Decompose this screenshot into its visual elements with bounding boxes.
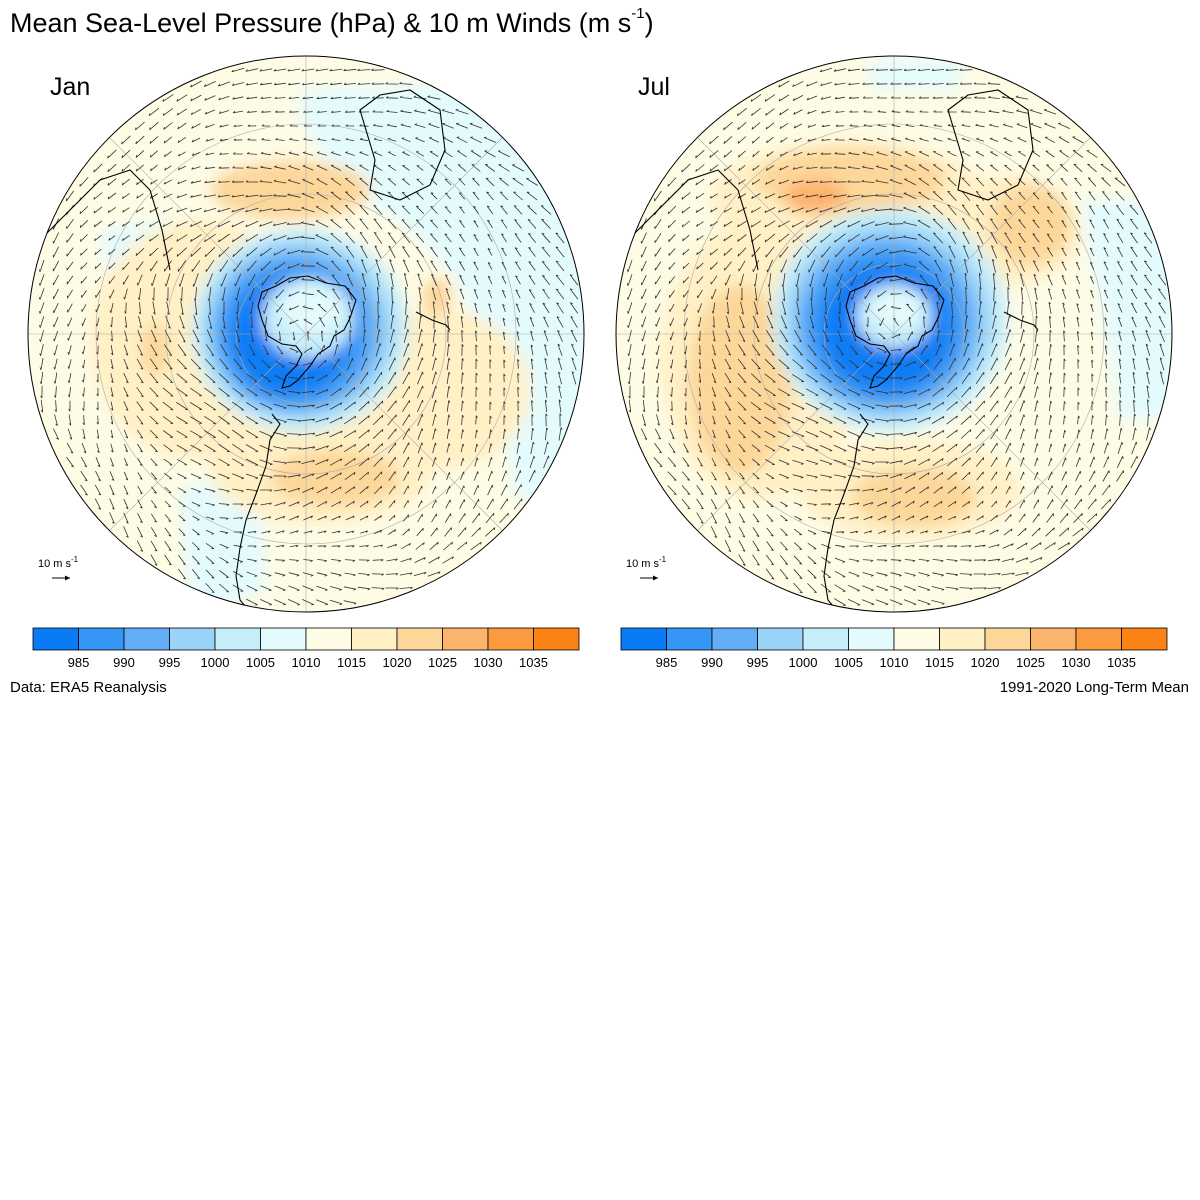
wind-arrows <box>39 67 579 606</box>
figure-title: Mean Sea-Level Pressure (hPa) & 10 m Win… <box>10 5 654 39</box>
title-superscript: -1 <box>631 5 645 22</box>
colorbar-swatch <box>1030 627 1077 651</box>
colorbar-jan: 985 990 995 1000 1005 1010 1015 1020 1025 1030 103… <box>32 627 580 670</box>
coastlines-jul <box>627 89 1039 612</box>
colorbar-swatch <box>214 627 261 651</box>
colorbar-tick-label: 1005 <box>834 655 863 670</box>
colorbar-swatch <box>620 627 667 651</box>
antarctica-coast-jan <box>257 275 357 389</box>
wind-vectors-jul <box>627 67 1167 606</box>
colorbar-swatch <box>802 627 849 651</box>
map-border-jan <box>27 55 585 613</box>
colorbar-tick-label: 1035 <box>519 655 548 670</box>
south-america-coast-jul <box>823 413 869 612</box>
pressure-field-jan <box>28 56 584 612</box>
africa-coast-jul <box>627 169 759 271</box>
colorbar-swatch <box>32 627 79 651</box>
reference-vector-jan: 10 m s-1 <box>38 555 79 581</box>
coastlines-jan <box>39 89 451 612</box>
panel-label-jul: Jul <box>638 73 670 101</box>
colorbar-tick-label: 990 <box>113 655 135 670</box>
reference-vector-label: 10 m s-1 <box>38 555 79 570</box>
graticule-jul <box>616 56 1172 612</box>
colorbar-tick-label: 1025 <box>1016 655 1045 670</box>
colorbar-tick-label: 1000 <box>201 655 230 670</box>
title-close: ) <box>644 8 654 38</box>
colorbar-swatch <box>848 627 895 651</box>
colorbar-swatch <box>396 627 443 651</box>
colorbar-swatch <box>533 627 580 651</box>
colorbar-tick-label: 995 <box>747 655 769 670</box>
colorbar-jul: 985 990 995 1000 1005 1010 1015 1020 1025 1030 103… <box>620 627 1168 670</box>
reference-vector-jul: 10 m s-1 <box>626 555 667 581</box>
colorbar-tick-label: 1015 <box>337 655 366 670</box>
colorbar-tick-label: 985 <box>656 655 678 670</box>
colorbar-swatch <box>893 627 940 651</box>
colorbar-tick-label: 1030 <box>1062 655 1091 670</box>
colorbar-swatch <box>305 627 352 651</box>
africa-coast-jan <box>39 169 171 271</box>
colorbar-swatch <box>169 627 216 651</box>
colorbar-swatch <box>939 627 986 651</box>
colorbar-swatch <box>1121 627 1168 651</box>
australia-coast-jan <box>359 89 446 201</box>
antarctica-coast-jul <box>845 275 945 389</box>
wind-vectors-jan <box>39 67 579 606</box>
new-zealand-coast-jan <box>415 311 451 331</box>
map-jan: 10 m s-1 <box>27 55 585 613</box>
colorbar-swatch <box>78 627 125 651</box>
colorbar-swatch <box>666 627 713 651</box>
title-text: Mean Sea-Level Pressure (hPa) & 10 m Win… <box>10 8 632 38</box>
colorbar-swatch <box>984 627 1031 651</box>
colorbar-tick-label: 1020 <box>383 655 412 670</box>
colorbar-tick-label: 1035 <box>1107 655 1136 670</box>
colorbar-tick-label: 1005 <box>246 655 275 670</box>
new-zealand-coast-jul <box>1003 311 1039 331</box>
reference-vector-label: 10 m s-1 <box>626 555 667 570</box>
map-border-jul <box>615 55 1173 613</box>
colorbar-tick-label: 985 <box>68 655 90 670</box>
period-note: 1991-2020 Long-Term Mean <box>999 679 1189 696</box>
map-jul: 10 m s-1 <box>615 55 1173 613</box>
colorbar-tick-label: 1020 <box>971 655 1000 670</box>
colorbar-swatch <box>1075 627 1122 651</box>
colorbar-tick-label: 1000 <box>789 655 818 670</box>
colorbar-tick-label: 1010 <box>880 655 909 670</box>
colorbar-tick-label: 1025 <box>428 655 457 670</box>
colorbar-tick-label: 1015 <box>925 655 954 670</box>
colorbar-tick-label: 995 <box>159 655 181 670</box>
colorbar-swatch <box>123 627 170 651</box>
colorbar-tick-label: 1030 <box>474 655 503 670</box>
australia-coast-jul <box>947 89 1034 201</box>
colorbar-swatch <box>487 627 534 651</box>
colorbar-swatch <box>260 627 307 651</box>
colorbar-swatch <box>442 627 489 651</box>
colorbar-swatch <box>757 627 804 651</box>
colorbar-swatch <box>351 627 398 651</box>
panel-label-jan: Jan <box>50 73 91 101</box>
wind-arrows <box>627 67 1167 606</box>
south-america-coast-jan <box>235 413 281 612</box>
data-source-note: Data: ERA5 Reanalysis <box>10 679 167 696</box>
colorbar-tick-label: 1010 <box>292 655 321 670</box>
colorbar-tick-label: 990 <box>701 655 723 670</box>
colorbar-swatch <box>711 627 758 651</box>
